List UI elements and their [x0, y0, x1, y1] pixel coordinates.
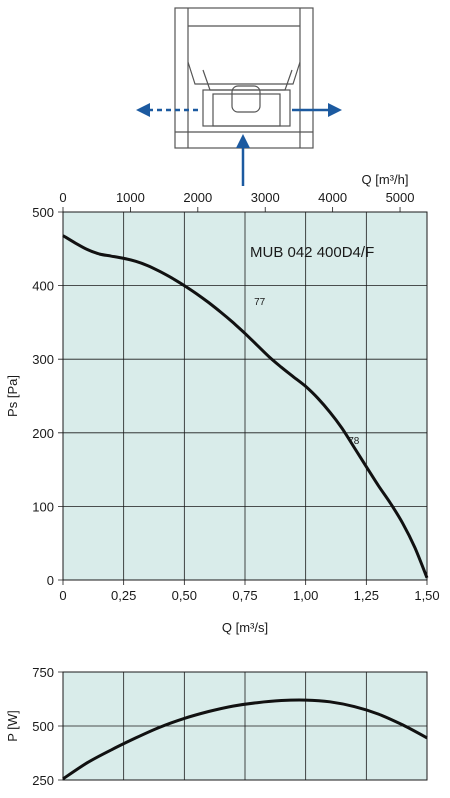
- y-tick-label: 100: [32, 499, 54, 514]
- power-curve: [62, 698, 428, 781]
- x-tick-label: 1,50: [414, 588, 439, 603]
- pressure-x2-ticks: 0 1000 2000 3000 4000 5000: [59, 190, 414, 205]
- housing-tray-inner: [202, 69, 293, 91]
- power-y-tick-label: 250: [32, 773, 54, 788]
- curve-annotation-77: 77: [254, 297, 266, 308]
- curve-annotation-78: 78: [348, 436, 360, 447]
- x-tick-label: 1,25: [354, 588, 379, 603]
- fan-motor: [212, 93, 281, 127]
- pressure-x-ticks: 0 0,25 0,50 0,75 1,00 1,25 1,50: [59, 588, 439, 603]
- inlet-arrowhead: [236, 134, 250, 148]
- fan-unit-schematic-icon: [174, 7, 314, 149]
- fan-impeller: [231, 85, 261, 113]
- y-tick-label: 300: [32, 352, 54, 367]
- x-axis-label: Q [m³/s]: [222, 620, 268, 635]
- x2-tick-label: 0: [59, 190, 66, 205]
- y-tick-label: 400: [32, 279, 54, 294]
- power-y-tick-label: 500: [32, 719, 54, 734]
- pressure-y-ticks: 0 100 200 300 400 500: [32, 205, 54, 588]
- x-tick-label: 0,50: [172, 588, 197, 603]
- x2-tick-label: 3000: [251, 190, 280, 205]
- x2-tick-label: 2000: [183, 190, 212, 205]
- x2-tick-label: 1000: [116, 190, 145, 205]
- power-y-tick-label: 750: [32, 665, 54, 680]
- y-axis-label: Ps [Pa]: [5, 375, 20, 417]
- housing-outline: [174, 7, 314, 149]
- x-tick-label: 0: [59, 588, 66, 603]
- housing-tray: [187, 61, 301, 85]
- x2-tick-label: 4000: [318, 190, 347, 205]
- outlet-left-arrowhead: [136, 103, 150, 117]
- pressure-curve: [62, 234, 429, 579]
- y-tick-label: 0: [47, 573, 54, 588]
- x-tick-label: 0,25: [111, 588, 136, 603]
- pressure-grid: [58, 207, 428, 585]
- x-tick-label: 0,75: [232, 588, 257, 603]
- outlet-right-arrowhead: [328, 103, 342, 117]
- y-tick-label: 200: [32, 426, 54, 441]
- power-chart: 250 500 750 P [W]: [5, 665, 428, 788]
- airflow-arrows: [136, 103, 342, 186]
- chart-title: MUB 042 400D4/F: [250, 244, 374, 261]
- x-tick-label: 1,00: [293, 588, 318, 603]
- y-tick-label: 500: [32, 205, 54, 220]
- power-grid: [58, 671, 428, 781]
- power-y-ticks: 250 500 750: [32, 665, 54, 788]
- power-y-axis-label: P [W]: [5, 710, 20, 742]
- x2-tick-label: 5000: [386, 190, 415, 205]
- fan-body: [202, 89, 291, 127]
- pressure-chart: 0 0,25 0,50 0,75 1,00 1,25 1,50 0 100 200 300 400 5…: [5, 172, 440, 635]
- x2-axis-label: Q [m³/h]: [362, 172, 409, 187]
